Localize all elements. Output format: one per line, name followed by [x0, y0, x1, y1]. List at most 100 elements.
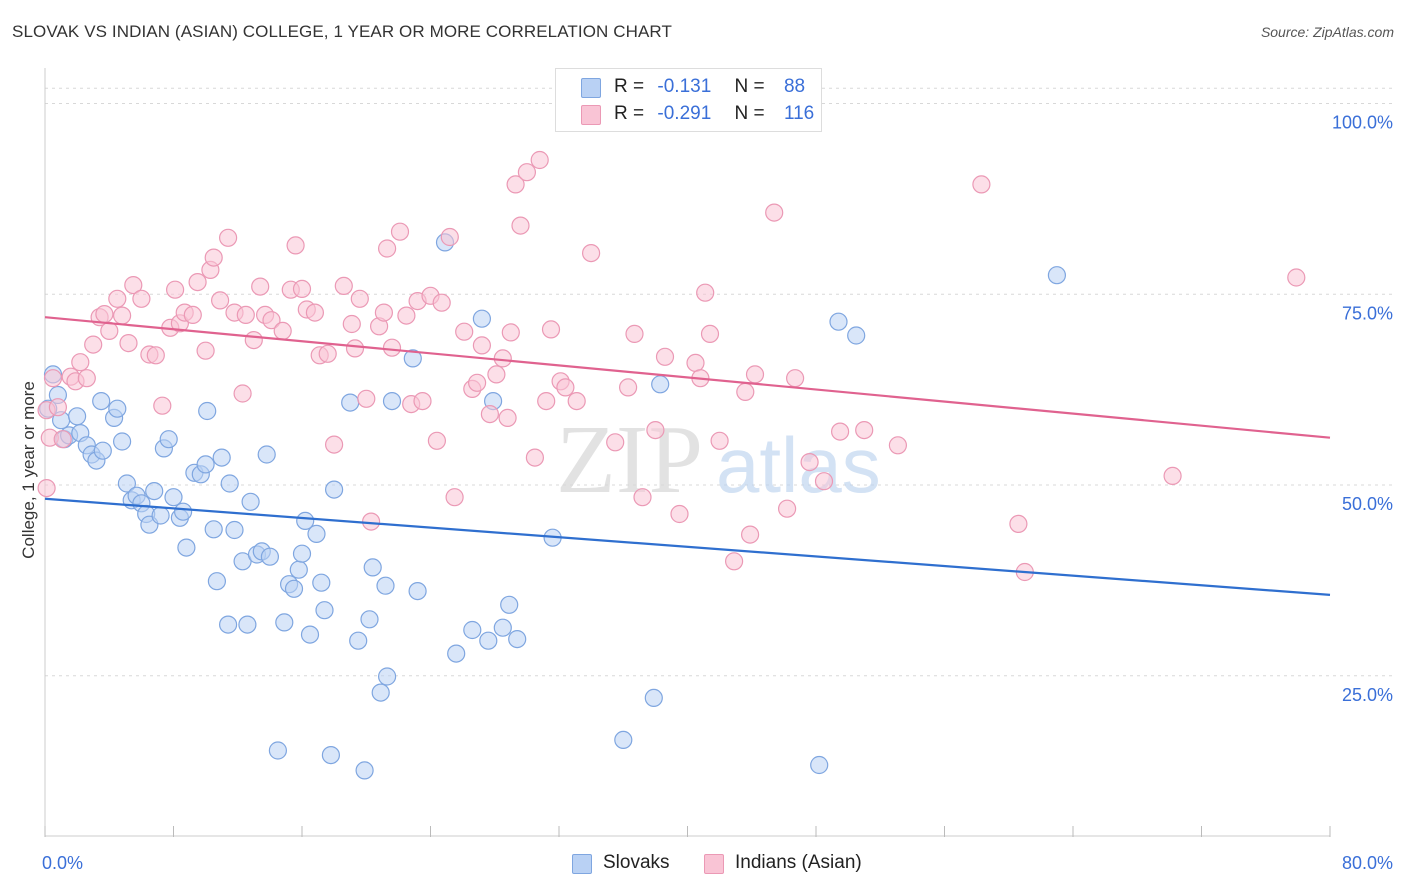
indians-point	[166, 280, 185, 299]
y-axis-label: College, 1 year or more	[19, 381, 38, 559]
slovaks-point	[307, 524, 326, 544]
slovaks-point	[403, 349, 422, 368]
chart-title: SLOVAK VS INDIAN (ASIAN) COLLEGE, 1 YEAR…	[12, 22, 672, 41]
indians-point	[511, 216, 530, 235]
legend-n-label: N =	[734, 103, 765, 124]
slovaks-point	[829, 312, 848, 331]
slovaks-point	[325, 480, 344, 499]
indians-point	[765, 203, 784, 222]
indians-point	[501, 323, 520, 342]
indians-point	[468, 373, 487, 392]
legend-swatch-slovaks	[572, 854, 592, 874]
indians-point	[646, 421, 665, 440]
slovaks-point	[376, 576, 395, 595]
indians-point	[686, 353, 705, 372]
slovaks-point	[159, 430, 178, 449]
slovaks-point	[67, 407, 87, 426]
indians-point	[537, 392, 556, 411]
indians-point	[37, 479, 56, 498]
indians-point	[251, 277, 270, 296]
indians-point	[517, 163, 537, 182]
slovaks-point	[315, 601, 334, 620]
slovaks-point	[268, 741, 287, 760]
indians-point	[506, 175, 525, 194]
legend-swatch-indians	[581, 105, 601, 125]
indians-point	[350, 289, 369, 308]
indians-point	[334, 276, 353, 295]
indians-point	[696, 283, 715, 302]
slovaks-point	[296, 511, 315, 531]
indians-point	[745, 365, 765, 384]
indians-point	[655, 347, 675, 366]
y-tick-label: 25.0%	[1342, 685, 1393, 705]
indians-point	[972, 175, 991, 194]
slovaks-point	[219, 615, 238, 634]
indians-point	[855, 421, 874, 440]
indians-point	[670, 504, 689, 524]
legend-n-value-slovaks: 88	[783, 76, 806, 97]
indians-point	[124, 276, 143, 295]
slovaks-point	[614, 730, 633, 750]
slovaks-point	[174, 502, 193, 521]
axes	[44, 68, 1331, 837]
slovaks-point	[810, 755, 829, 775]
slovaks-point	[644, 688, 663, 708]
slovaks-point	[378, 667, 397, 686]
legend-swatch-slovaks	[581, 78, 601, 98]
indians-point	[487, 365, 506, 384]
indians-points	[37, 150, 1306, 582]
slovaks-point	[275, 613, 294, 632]
indians-point	[525, 448, 545, 467]
indians-point	[345, 339, 365, 358]
indians-point	[581, 244, 601, 263]
slovaks-point	[341, 393, 360, 412]
indians-point	[236, 305, 255, 324]
indians-point	[53, 430, 72, 449]
indians-point	[84, 335, 103, 354]
trend-line-slovaks	[44, 497, 1331, 596]
indians-point	[1163, 466, 1182, 485]
slovaks-point	[145, 482, 164, 501]
indians-point	[146, 346, 165, 365]
indians-point	[77, 369, 96, 388]
indians-point	[710, 431, 729, 450]
slovaks-point	[289, 560, 308, 579]
slovaks-point	[500, 595, 519, 614]
slovaks-point	[212, 448, 231, 467]
indians-point	[119, 334, 138, 353]
slovaks-point	[349, 631, 368, 650]
indians-point	[530, 150, 549, 170]
indians-point	[112, 306, 132, 325]
legend-r-value-slovaks: -0.131	[657, 76, 712, 97]
slovaks-point	[257, 445, 276, 464]
indians-point	[244, 331, 263, 350]
indians-point	[357, 389, 376, 408]
indians-point	[188, 273, 207, 292]
indians-point	[132, 289, 151, 308]
indians-point	[100, 321, 119, 340]
slovaks-point	[479, 631, 498, 650]
slovaks-point	[112, 432, 132, 451]
slovaks-point	[225, 520, 244, 540]
indians-point	[204, 248, 223, 267]
indians-point	[413, 392, 432, 411]
tick-labels: 25.0% 50.0% 75.0% 100.0% 0.0% 80.0%	[42, 113, 1393, 873]
indians-point	[700, 324, 720, 343]
indians-point	[498, 408, 517, 427]
indians-point	[493, 349, 512, 368]
slovaks-point	[312, 573, 331, 592]
indians-point	[390, 222, 410, 241]
indians-point	[71, 353, 90, 372]
indians-point	[432, 293, 451, 312]
indians-point	[397, 306, 416, 325]
slovaks-point	[196, 455, 215, 474]
indians-point	[273, 321, 292, 340]
slovaks-point	[651, 375, 670, 394]
indians-point	[108, 289, 127, 308]
indians-point	[633, 488, 652, 507]
indians-point	[1009, 514, 1028, 534]
indians-point	[455, 322, 474, 341]
slovaks-point	[241, 492, 260, 511]
indians-point	[440, 227, 459, 247]
legend-r-value-indians: -0.291	[657, 103, 712, 124]
